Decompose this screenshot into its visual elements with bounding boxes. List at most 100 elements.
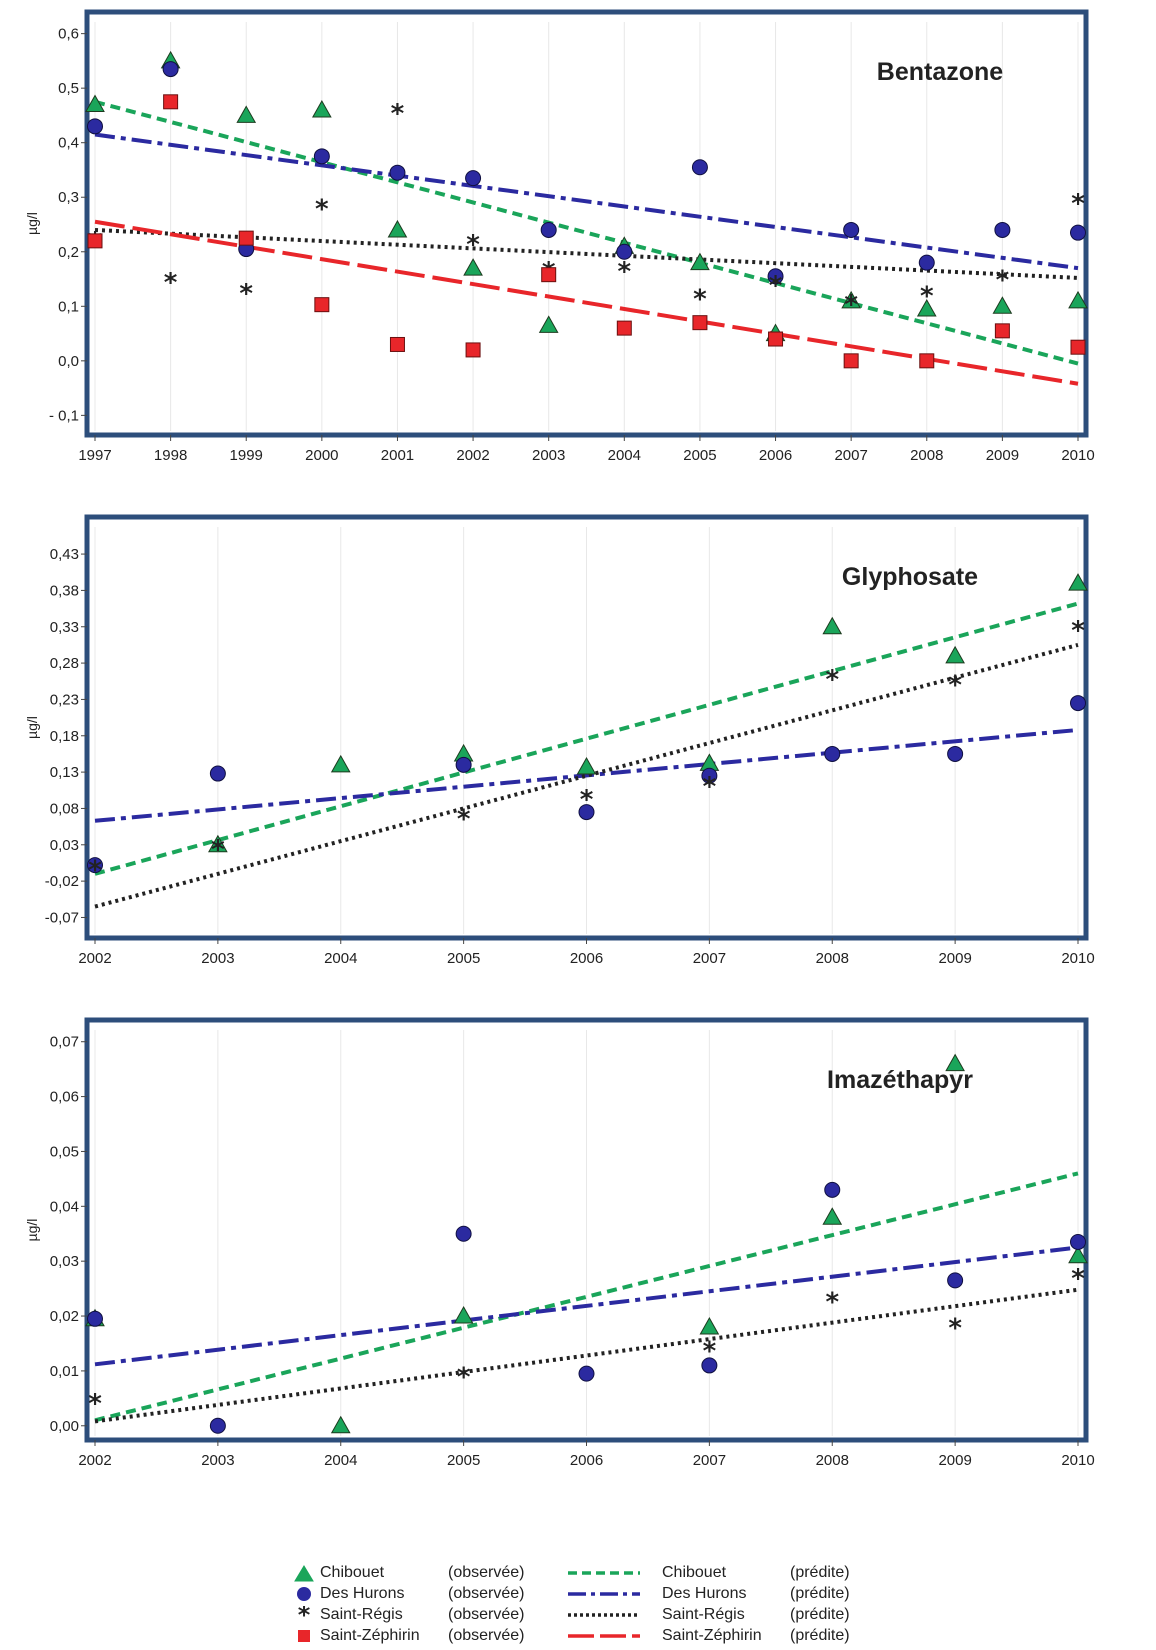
observed-point-chibouet bbox=[841, 290, 862, 309]
x-tick-label: 1997 bbox=[78, 447, 111, 464]
observed-point-hurons bbox=[465, 170, 482, 187]
legend-series-note: (prédite) bbox=[790, 1563, 850, 1581]
x-tick-label: 2010 bbox=[1061, 950, 1094, 967]
legend-series-note: (observée) bbox=[448, 1626, 525, 1644]
y-axis-label: µg/l bbox=[24, 212, 40, 235]
observed-point-hurons bbox=[918, 254, 935, 271]
predicted-line-regis bbox=[94, 1287, 1079, 1424]
y-tick-label: 0,3 bbox=[58, 189, 79, 206]
legend-predicted-column: Chibouet (prédite) Des Hurons (prédite) … bbox=[568, 1562, 850, 1646]
legend-series-note: (observée) bbox=[448, 1605, 525, 1623]
dashed-line-icon bbox=[568, 1568, 640, 1578]
observed-point-regis: * bbox=[703, 772, 717, 802]
legend-item-hurons-observed: Des Hurons (observée) bbox=[288, 1583, 524, 1604]
observed-point-chibouet bbox=[576, 756, 597, 775]
observed-point-hurons bbox=[994, 221, 1011, 238]
predicted-line-hurons bbox=[94, 132, 1079, 271]
y-tick-label: 0,02 bbox=[50, 1308, 79, 1325]
x-tick-label: 2007 bbox=[834, 447, 867, 464]
circle-marker-icon bbox=[288, 1585, 320, 1603]
x-tick-label: 2005 bbox=[447, 950, 480, 967]
observed-point-chibouet bbox=[690, 252, 710, 271]
observed-point-hurons bbox=[209, 1417, 226, 1434]
y-tick-label: 0,4 bbox=[58, 135, 79, 152]
legend-series-note: (prédite) bbox=[790, 1605, 850, 1623]
y-tick-label: 0,01 bbox=[50, 1363, 79, 1380]
observed-point-hurons bbox=[843, 221, 860, 238]
observed-point-regis: * bbox=[693, 284, 707, 314]
legend-series-name: Saint-Zéphirin bbox=[662, 1626, 762, 1644]
observed-point-regis: * bbox=[315, 194, 329, 224]
observed-point-chibouet bbox=[945, 645, 965, 664]
x-tick-label: 2005 bbox=[447, 1452, 480, 1469]
chart-panel-1: 0,6 0,5 0,4 0,3 0,2 0,1 0,0 - 0,1 1997 1998 1999 20… bbox=[24, 9, 1095, 464]
y-tick-label: 0,07 bbox=[50, 1034, 79, 1051]
observed-point-zephirin bbox=[616, 320, 632, 336]
y-tick-label: 0,43 bbox=[50, 546, 79, 563]
y-tick-label: 0,2 bbox=[58, 244, 79, 261]
x-tick-label: 2010 bbox=[1061, 447, 1094, 464]
observed-point-chibouet bbox=[1068, 290, 1088, 309]
observed-point-hurons bbox=[455, 756, 472, 773]
observed-point-regis: * bbox=[618, 257, 632, 287]
observed-point-regis: * bbox=[996, 265, 1010, 295]
observed-point-zephirin bbox=[389, 336, 405, 352]
asterisk-marker-icon: * bbox=[288, 1606, 320, 1624]
observed-point-hurons bbox=[313, 148, 330, 165]
observed-point-zephirin bbox=[692, 315, 708, 331]
legend-series-note: (observée) bbox=[448, 1584, 525, 1602]
observed-point-hurons bbox=[1070, 695, 1086, 712]
x-tick-label: 2009 bbox=[938, 1452, 971, 1469]
svg-text:*: * bbox=[298, 1606, 311, 1624]
observed-point-chibouet bbox=[916, 299, 937, 317]
predicted-line-chibouet bbox=[94, 99, 1079, 366]
observed-point-zephirin bbox=[238, 230, 254, 246]
x-tick-label: 2006 bbox=[570, 1452, 603, 1469]
observed-point-hurons bbox=[87, 857, 103, 874]
chart-panel-3: 0,07 0,06 0,05 0,04 0,03 0,02 0,01 0,00 2002 2003… bbox=[24, 1017, 1095, 1469]
observed-point-regis: * bbox=[1071, 189, 1085, 219]
observed-point-hurons bbox=[540, 221, 557, 238]
observed-point-regis: * bbox=[920, 282, 934, 312]
y-axis-label: µg/l bbox=[24, 1219, 40, 1242]
y-tick-label: 0,13 bbox=[50, 764, 79, 781]
observed-point-chibouet bbox=[945, 1053, 965, 1072]
observed-point-zephirin bbox=[465, 342, 481, 358]
observed-point-hurons bbox=[824, 745, 841, 762]
legend-series-name: Saint-Régis bbox=[662, 1605, 745, 1623]
legend-item-zephirin-predicted: Saint-Zéphirin (prédite) bbox=[568, 1625, 850, 1646]
y-tick-label: - 0,1 bbox=[49, 407, 79, 424]
observed-point-regis: * bbox=[466, 230, 480, 260]
observed-point-hurons bbox=[691, 159, 708, 176]
legend-item-hurons-predicted: Des Hurons (prédite) bbox=[568, 1583, 850, 1604]
observed-point-hurons bbox=[1070, 1233, 1086, 1250]
x-tick-label: 2004 bbox=[324, 1452, 357, 1469]
observed-point-chibouet bbox=[699, 1316, 720, 1335]
x-tick-label: 2002 bbox=[456, 447, 489, 464]
observed-point-zephirin bbox=[163, 94, 179, 110]
observed-point-regis: * bbox=[825, 665, 839, 695]
observed-point-chibouet bbox=[822, 1207, 843, 1225]
observed-point-zephirin bbox=[1070, 339, 1086, 355]
legend-item-chibouet-predicted: Chibouet (prédite) bbox=[568, 1562, 850, 1583]
y-tick-label: 0,03 bbox=[50, 837, 79, 854]
observed-point-regis: * bbox=[844, 290, 858, 320]
predicted-line-chibouet bbox=[94, 601, 1079, 876]
dashdot-line-icon bbox=[568, 1589, 640, 1599]
x-tick-label: 2007 bbox=[693, 1452, 726, 1469]
predicted-line-regis bbox=[94, 642, 1079, 909]
predicted-line-hurons bbox=[94, 1245, 1079, 1367]
observed-point-regis: * bbox=[948, 670, 962, 700]
observed-point-regis: * bbox=[1071, 616, 1085, 646]
legend-item-chibouet-observed: Chibouet (observée) bbox=[288, 1562, 524, 1583]
observed-point-hurons bbox=[616, 243, 633, 260]
x-tick-label: 1998 bbox=[154, 447, 187, 464]
legend-series-name: Des Hurons bbox=[320, 1584, 405, 1602]
predicted-line-chibouet bbox=[94, 1171, 1079, 1423]
legend-series-note: (observée) bbox=[448, 1563, 525, 1581]
y-tick-label: 0,5 bbox=[58, 80, 79, 97]
y-tick-label: 0,1 bbox=[58, 298, 79, 315]
x-tick-label: 2003 bbox=[201, 1452, 234, 1469]
legend-observed-column: Chibouet (observée) Des Hurons (observée… bbox=[288, 1562, 524, 1646]
observed-point-regis: * bbox=[703, 1336, 717, 1366]
